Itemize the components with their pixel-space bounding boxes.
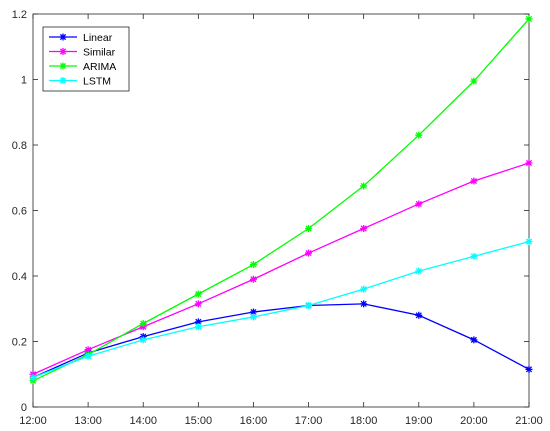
series-similar xyxy=(29,159,533,378)
series-lstm xyxy=(29,238,533,382)
data-point xyxy=(194,318,202,326)
y-tick-label: 1.2 xyxy=(12,9,27,21)
data-point xyxy=(59,33,67,41)
data-point xyxy=(525,15,533,23)
data-point xyxy=(360,300,368,308)
data-point xyxy=(59,77,67,84)
data-point xyxy=(470,252,478,260)
legend-label: Similar xyxy=(83,46,116,58)
data-point xyxy=(194,323,202,331)
series-layer xyxy=(29,15,533,385)
x-tick-label: 14:00 xyxy=(129,415,157,427)
data-point xyxy=(415,267,423,275)
legend-item: ARIMA xyxy=(49,61,116,73)
legend-item: LSTM xyxy=(49,75,111,87)
y-tick-label: 0.2 xyxy=(12,337,27,349)
y-tick-label: 0.6 xyxy=(12,206,27,218)
legend-item: Linear xyxy=(49,32,113,44)
legend-item: Similar xyxy=(49,46,116,58)
legend-label: Linear xyxy=(83,32,113,44)
data-point xyxy=(249,313,257,321)
data-point xyxy=(415,131,423,139)
x-tick-label: 21:00 xyxy=(515,415,543,427)
y-tick-label: 1 xyxy=(21,75,27,87)
data-point xyxy=(305,301,313,309)
x-axis: 12:00 13:00 14:00 15:00 16:00 17:00 18:00 19:00… xyxy=(19,14,543,427)
data-point xyxy=(470,77,478,85)
data-point xyxy=(470,177,478,185)
series-line xyxy=(32,303,530,379)
series-line xyxy=(32,240,530,379)
y-tick-label: 0.4 xyxy=(12,271,27,283)
series-line xyxy=(32,18,530,382)
y-tick-label: 0 xyxy=(21,402,27,414)
x-tick-label: 19:00 xyxy=(405,415,433,427)
data-point xyxy=(249,261,257,269)
data-point xyxy=(470,336,478,344)
data-point xyxy=(305,225,313,233)
x-tick-label: 13:00 xyxy=(74,415,102,427)
legend: Linear Similar ARIMA LSTM xyxy=(42,26,130,92)
data-point xyxy=(525,238,533,246)
x-tick-label: 15:00 xyxy=(185,415,213,427)
data-point xyxy=(139,319,147,327)
data-point xyxy=(305,249,313,257)
x-tick-label: 12:00 xyxy=(19,415,47,427)
data-point xyxy=(84,346,92,354)
legend-label: ARIMA xyxy=(83,61,116,73)
data-point xyxy=(84,352,92,360)
data-point xyxy=(59,48,67,55)
data-point xyxy=(415,311,423,319)
data-point xyxy=(139,336,147,344)
y-tick-label: 0.8 xyxy=(12,140,27,152)
data-point xyxy=(249,308,257,316)
data-point xyxy=(29,374,37,382)
data-point xyxy=(194,290,202,298)
legend-label: LSTM xyxy=(83,75,111,87)
data-point xyxy=(360,285,368,293)
x-tick-label: 17:00 xyxy=(295,415,323,427)
data-point xyxy=(525,159,533,167)
series-line xyxy=(32,162,530,375)
data-point xyxy=(360,182,368,190)
x-tick-label: 20:00 xyxy=(460,415,488,427)
data-point xyxy=(415,200,423,208)
x-tick-label: 18:00 xyxy=(350,415,378,427)
data-point xyxy=(59,62,67,70)
data-point xyxy=(525,365,533,373)
data-point xyxy=(249,275,257,283)
data-point xyxy=(194,300,202,308)
x-tick-label: 16:00 xyxy=(240,415,268,427)
data-point xyxy=(360,225,368,233)
y-axis: 0 0.2 0.4 0.6 0.8 1 1.2 xyxy=(12,9,529,414)
